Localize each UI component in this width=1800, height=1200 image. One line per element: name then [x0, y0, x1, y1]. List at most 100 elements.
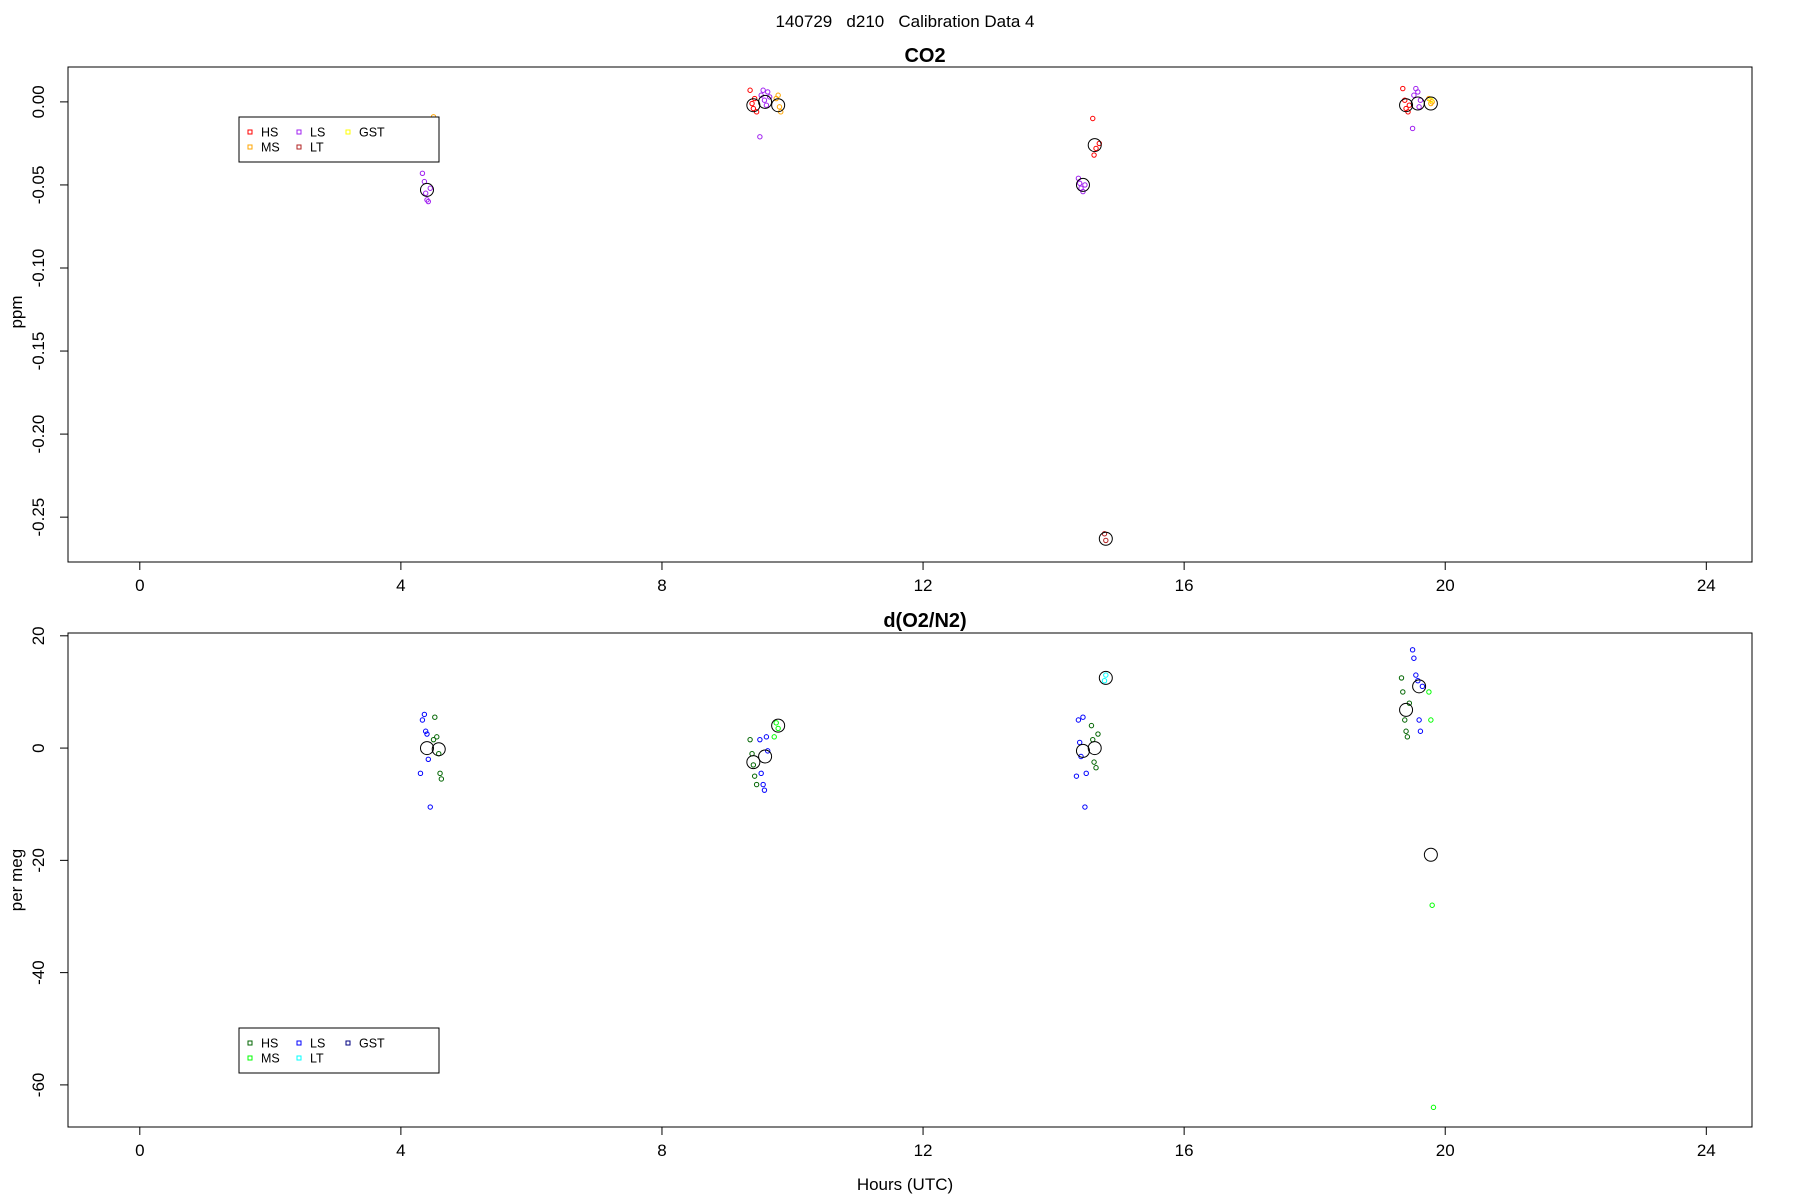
o2n2-data-point: [747, 736, 753, 743]
co2-x-tick-label: 16: [1175, 576, 1194, 595]
o2n2-mean-point: [1423, 847, 1438, 862]
o2n2-mean-markers: [419, 670, 1438, 862]
o2n2-legend-label-hs: HS: [261, 1037, 278, 1051]
o2n2-y-tick-label: 20: [29, 626, 48, 645]
co2-x-tick-label: 24: [1697, 576, 1716, 595]
co2-legend-label-lt: LT: [310, 141, 324, 155]
co2-data-point: [760, 87, 766, 93]
o2n2-data-point: [437, 770, 443, 777]
co2-x-tick-label: 12: [914, 576, 933, 595]
co2-mean-point: [758, 94, 773, 109]
o2n2-legend-swatch-lt: [296, 1055, 302, 1061]
o2n2-data-point: [1426, 689, 1432, 695]
o2n2-data-point: [765, 748, 771, 754]
o2n2-x-tick-label: 12: [914, 1141, 933, 1160]
o2n2-data-point: [1080, 714, 1086, 720]
o2n2-data-point: [1400, 689, 1406, 695]
o2n2-data-point: [750, 762, 757, 768]
o2n2-data-point: [1428, 717, 1434, 723]
o2n2-x-tick-label: 0: [135, 1141, 144, 1160]
co2-mean-point: [771, 98, 786, 113]
o2n2-series-ls: [417, 647, 1426, 810]
co2-mean-markers: [419, 94, 1438, 546]
co2-chart-title: CO2: [904, 45, 945, 67]
co2-legend-swatch-gst: [345, 129, 351, 135]
o2n2-data-point: [1416, 717, 1422, 723]
co2-y-tick-label: -0.25: [29, 498, 48, 537]
co2-data-point: [761, 97, 768, 103]
co2-data-point: [763, 102, 770, 108]
co2-data-point: [1077, 180, 1083, 186]
co2-y-tick-label: -0.20: [29, 415, 48, 454]
o2n2-data-point: [1409, 647, 1416, 653]
o2n2-mean-point: [431, 742, 446, 757]
co2-mean-point: [1087, 138, 1102, 153]
o2n2-chart-title: d(O2/N2): [883, 610, 966, 632]
o2n2-data-point: [1103, 672, 1109, 678]
co2-data-point: [749, 100, 755, 107]
co2-series-hs: [747, 85, 1413, 158]
o2n2-x-tick-label: 24: [1697, 1141, 1716, 1160]
co2-mean-point: [1399, 98, 1414, 113]
o2n2-data-point: [1413, 672, 1419, 678]
co2-data-point: [1400, 85, 1406, 92]
co2-legend-swatch-ls: [296, 129, 302, 135]
o2n2-data-point: [1430, 1104, 1437, 1111]
o2n2-mean-point: [758, 749, 773, 764]
o2n2-legend-swatch-hs: [247, 1040, 253, 1046]
co2-data-point: [419, 170, 426, 177]
o2n2-data-point: [1429, 902, 1435, 908]
co2-data-point: [425, 198, 431, 205]
co2-panel: CO2 ppm 0 4 8 12 16 20 24 0.00 -0.05 -0.10 -0.15 -0…: [7, 45, 1753, 595]
o2n2-mean-point: [1412, 679, 1427, 694]
o2n2-legend-label-ms: MS: [261, 1052, 280, 1066]
co2-data-point: [1409, 125, 1416, 132]
o2n2-data-point: [1417, 728, 1424, 734]
co2-series-ls: [419, 85, 1424, 205]
co2-data-point: [750, 105, 757, 112]
o2n2-y-tick-label: -40: [29, 960, 48, 985]
co2-data-point: [1090, 115, 1096, 122]
o2n2-legend-box: [238, 1027, 440, 1074]
co2-y-tick-label: 0.00: [29, 85, 48, 118]
o2n2-data-point: [761, 787, 768, 793]
o2n2-y-tick-label: -60: [29, 1073, 48, 1098]
co2-mean-point: [1423, 96, 1438, 111]
o2n2-data-point: [773, 720, 779, 726]
o2n2-series-hs: [430, 675, 1413, 788]
o2n2-data-point: [432, 714, 438, 720]
o2n2-data-point: [1404, 734, 1411, 740]
co2-y-tick-label: -0.05: [29, 166, 48, 205]
co2-series-gst: [1428, 97, 1434, 103]
o2n2-data-point: [1077, 739, 1083, 746]
o2n2-mean-point: [1399, 702, 1414, 717]
co2-y-tick-label: -0.15: [29, 332, 48, 371]
o2n2-data-point: [751, 773, 758, 779]
o2n2-data-point: [771, 734, 777, 740]
o2n2-data-point: [1083, 770, 1089, 777]
o2n2-legend-swatch-gst: [345, 1040, 351, 1046]
o2n2-data-point: [417, 770, 424, 777]
co2-data-point: [1082, 182, 1088, 188]
o2n2-series-lt: [1101, 672, 1109, 684]
o2n2-x-tick-label: 16: [1175, 1141, 1194, 1160]
o2n2-data-point: [1091, 759, 1097, 765]
o2n2-data-point: [1419, 683, 1426, 690]
o2n2-data-point: [438, 776, 445, 782]
co2-data-point: [1416, 104, 1422, 110]
o2n2-data-point: [1403, 728, 1409, 734]
o2n2-data-point: [763, 734, 770, 740]
co2-data-point: [747, 87, 753, 93]
o2n2-data-point: [757, 736, 763, 743]
co2-data-point: [1415, 89, 1421, 95]
co2-data-point: [1103, 537, 1109, 544]
o2n2-mean-point: [419, 741, 434, 756]
o2n2-legend-label-lt: LT: [310, 1052, 324, 1066]
o2n2-y-tick-label: -20: [29, 848, 48, 873]
o2n2-x-tick-label: 20: [1436, 1141, 1455, 1160]
o2n2-data-point: [753, 781, 760, 788]
o2n2-data-point: [1411, 655, 1417, 661]
